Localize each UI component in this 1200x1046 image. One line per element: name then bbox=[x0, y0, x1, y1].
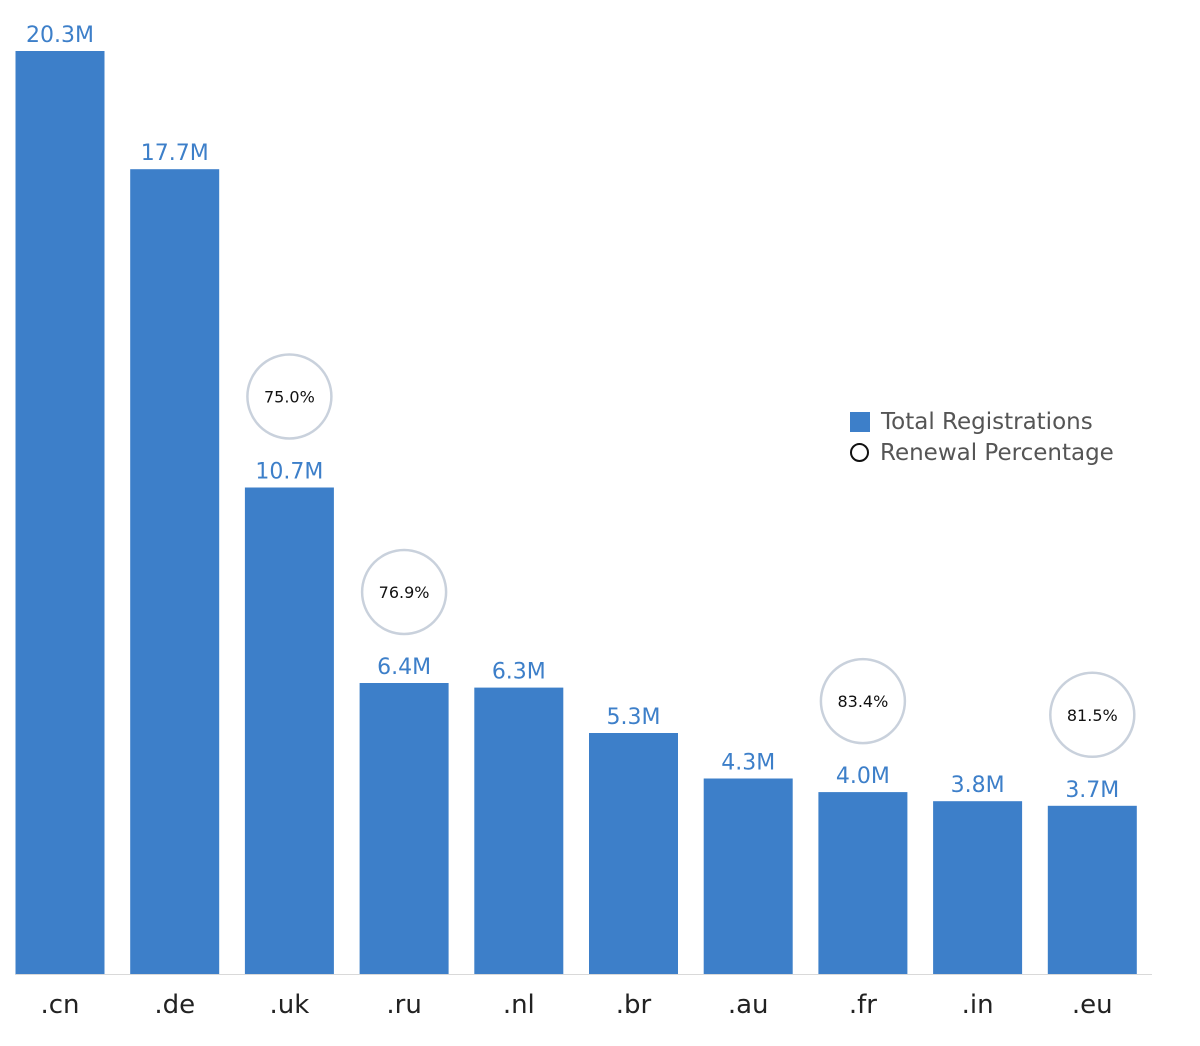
renewal-circle-ru bbox=[360, 548, 448, 636]
bar-eu bbox=[1047, 805, 1137, 974]
x-tick-label-in: .in bbox=[962, 990, 994, 1020]
x-tick-label-de: .de bbox=[154, 990, 195, 1020]
bars-group bbox=[15, 51, 1137, 974]
renewal-circle-eu bbox=[1049, 671, 1136, 759]
renewal-label-eu: 81.5% bbox=[1067, 706, 1118, 725]
bar-in bbox=[933, 801, 1023, 974]
legend: Total Registrations Renewal Percentage bbox=[850, 406, 1114, 468]
x-tick-label-au: .au bbox=[728, 990, 769, 1020]
bar-value-label-nl: 6.3M bbox=[492, 660, 546, 685]
renewal-markers-group: 75.0% 76.9% 83.4% 81.5% bbox=[246, 353, 1136, 759]
x-tick-label-nl: .nl bbox=[503, 990, 535, 1020]
bar-value-label-ru: 6.4M bbox=[377, 655, 431, 680]
bar-au bbox=[703, 778, 793, 974]
legend-item-renewal-percentage: Renewal Percentage bbox=[850, 437, 1114, 468]
bar-value-label-au: 4.3M bbox=[721, 751, 775, 776]
bar-value-label-eu: 3.7M bbox=[1065, 778, 1119, 803]
x-axis-tick-labels: .cn .de .uk .ru .nl .br .au .fr .in .eu bbox=[40, 990, 1112, 1020]
x-tick-label-br: .br bbox=[616, 990, 652, 1020]
x-tick-label-fr: .fr bbox=[849, 990, 877, 1020]
renewal-label-ru: 76.9% bbox=[379, 583, 430, 602]
x-tick-label-eu: .eu bbox=[1072, 990, 1113, 1020]
bar-value-label-de: 17.7M bbox=[141, 141, 209, 166]
legend-label-renewal-percentage: Renewal Percentage bbox=[880, 439, 1114, 466]
legend-item-total-registrations: Total Registrations bbox=[850, 406, 1114, 437]
legend-square-icon bbox=[850, 411, 870, 432]
renewal-circle-uk bbox=[246, 353, 333, 440]
bar-uk bbox=[244, 487, 334, 974]
renewal-label-fr: 83.4% bbox=[837, 692, 888, 711]
bar-ru bbox=[359, 683, 449, 974]
bar-value-label-uk: 10.7M bbox=[255, 460, 323, 485]
legend-circle-icon bbox=[850, 443, 869, 462]
x-tick-label-cn: .cn bbox=[40, 990, 79, 1020]
x-tick-label-uk: .uk bbox=[269, 990, 309, 1020]
bar-br bbox=[589, 733, 678, 974]
bar-value-labels: 20.3M 17.7M 10.7M 6.4M 6.3M 5.3M 4.3M 4.0M 3.8M 3… bbox=[26, 23, 1119, 803]
bar-value-label-in: 3.8M bbox=[951, 773, 1005, 798]
bar-de bbox=[130, 169, 220, 974]
renewal-label-uk: 75.0% bbox=[264, 388, 315, 407]
renewal-circle-fr bbox=[819, 657, 907, 745]
bar-cn bbox=[15, 51, 105, 974]
bar-fr bbox=[818, 792, 908, 974]
legend-label-total-registrations: Total Registrations bbox=[881, 408, 1093, 435]
bar-nl bbox=[474, 687, 564, 974]
x-tick-label-ru: .ru bbox=[386, 990, 421, 1020]
bar-value-label-cn: 20.3M bbox=[26, 23, 94, 48]
bar-value-label-fr: 4.0M bbox=[836, 764, 890, 789]
bar-value-label-br: 5.3M bbox=[607, 705, 661, 730]
